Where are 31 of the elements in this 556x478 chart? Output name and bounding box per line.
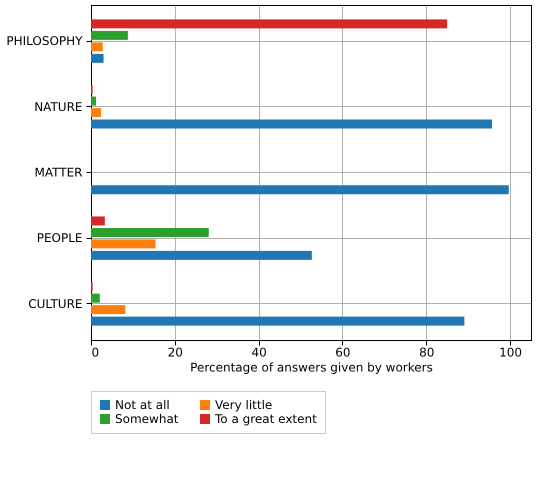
legend-label: Very little	[215, 398, 272, 412]
x-tick-label: 40	[251, 346, 267, 360]
bar	[91, 96, 96, 106]
bar	[91, 228, 209, 237]
y-tick-label: CULTURE	[28, 296, 82, 311]
x-tick-label: 100	[499, 346, 522, 360]
bar	[91, 185, 509, 194]
x-tick-label: 20	[168, 346, 183, 360]
bar	[91, 250, 312, 260]
bar	[91, 54, 104, 63]
legend-label: Somewhat	[115, 412, 179, 426]
y-tick-label: NATURE	[34, 100, 82, 114]
x-tick-label: 0	[92, 346, 100, 360]
legend-label: Not at all	[115, 398, 170, 412]
bar	[91, 294, 100, 303]
bar	[91, 216, 105, 226]
bar	[91, 30, 128, 40]
bar	[91, 42, 103, 52]
bar	[91, 316, 464, 326]
bar	[91, 120, 492, 129]
x-tick-label: 60	[335, 346, 351, 360]
legend-label: To a great extent	[214, 412, 318, 426]
y-tick-label: MATTER	[34, 166, 82, 180]
y-tick-label: PHILOSOPHY	[6, 34, 84, 48]
bar	[91, 239, 156, 248]
bar	[91, 108, 102, 118]
bar	[91, 305, 126, 314]
x-tick-label: 80	[419, 346, 434, 360]
bar	[91, 19, 448, 28]
x-axis-title: Percentage of answers given by workers	[190, 360, 433, 374]
y-tick-label: PEOPLE	[36, 231, 82, 246]
